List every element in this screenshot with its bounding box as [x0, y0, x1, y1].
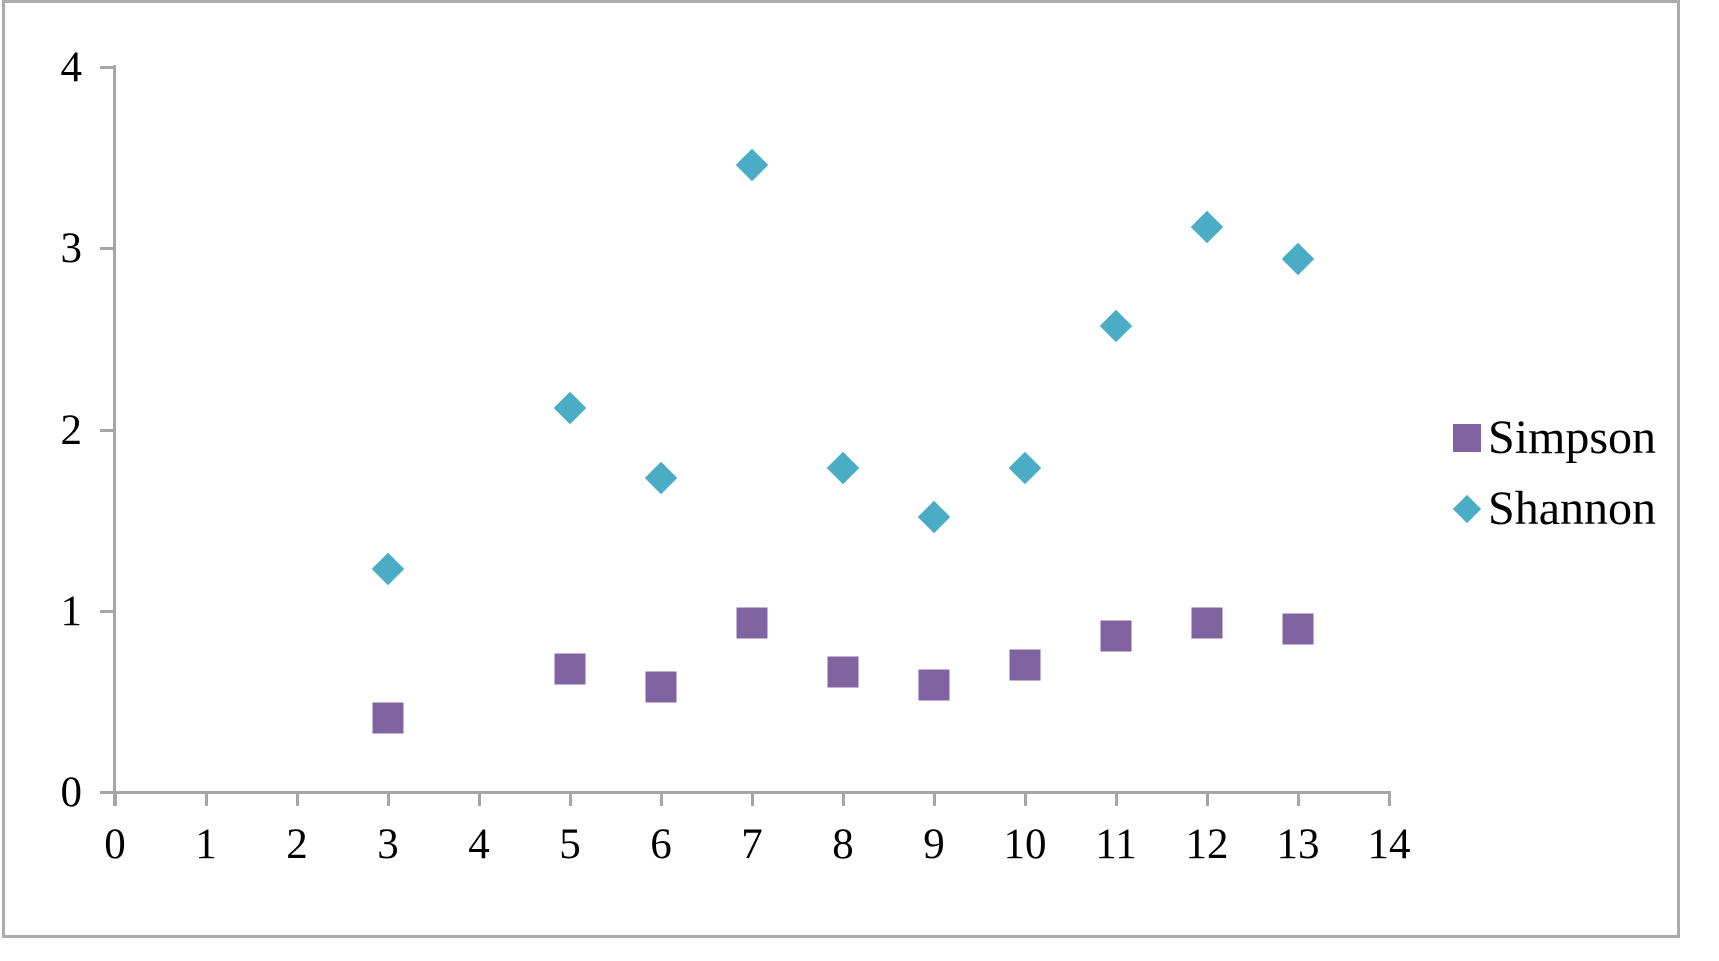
simpson-data-point — [372, 702, 404, 734]
x-tick-label: 7 — [741, 821, 763, 868]
x-tick — [205, 793, 208, 806]
x-tick-label: 12 — [1185, 821, 1229, 868]
x-tick — [1297, 793, 1300, 806]
legend-item-shannon: Shannon — [1452, 477, 1656, 541]
x-tick-label: 13 — [1276, 821, 1320, 868]
y-tick-label: 0 — [60, 769, 83, 816]
simpson-data-point — [918, 669, 950, 701]
x-tick-label: 4 — [468, 821, 490, 868]
simpson-data-point — [554, 653, 586, 685]
x-tick-label: 1 — [195, 821, 217, 868]
shannon-data-point — [644, 462, 678, 495]
x-tick-label: 5 — [559, 821, 581, 868]
x-tick-label: 10 — [1003, 821, 1047, 868]
shannon-data-point — [1008, 451, 1042, 484]
simpson-data-point — [1282, 613, 1314, 645]
x-tick — [296, 793, 299, 806]
y-tick-label: 2 — [60, 406, 83, 454]
y-tick — [100, 66, 113, 69]
y-tick — [100, 609, 113, 613]
x-tick — [842, 793, 845, 806]
shannon-data-point — [826, 451, 860, 484]
y-axis-line — [113, 65, 116, 806]
x-tick — [114, 793, 117, 806]
simpson-data-point — [736, 607, 768, 639]
x-tick — [1115, 793, 1118, 806]
shannon-data-point — [735, 148, 769, 182]
simpson-data-point — [645, 671, 677, 703]
x-tick — [1206, 793, 1209, 806]
x-tick — [569, 793, 572, 806]
simpson-square-icon — [1453, 424, 1481, 452]
x-tick-label: 14 — [1367, 821, 1411, 868]
y-tick-label: 4 — [60, 44, 83, 91]
legend: Simpson Shannon — [1452, 406, 1656, 548]
x-tick — [660, 793, 663, 806]
y-tick-label: 1 — [60, 587, 83, 635]
x-tick-label: 3 — [377, 821, 399, 868]
x-tick-label: 6 — [650, 821, 672, 868]
simpson-data-point — [1191, 607, 1223, 639]
legend-label-shannon: Shannon — [1488, 482, 1656, 535]
legend-label-simpson: Simpson — [1488, 411, 1657, 464]
shannon-data-point — [371, 552, 405, 586]
x-tick — [387, 793, 390, 806]
y-tick — [100, 247, 113, 251]
legend-item-simpson: Simpson — [1453, 406, 1656, 470]
shannon-data-point — [1281, 242, 1315, 276]
simpson-data-point — [827, 656, 859, 688]
x-tick — [751, 793, 754, 806]
x-tick — [933, 793, 936, 806]
x-tick-label: 0 — [104, 821, 126, 868]
shannon-data-point — [917, 500, 951, 533]
y-tick — [100, 791, 113, 794]
simpson-data-point — [1100, 620, 1132, 652]
x-tick-label: 9 — [923, 821, 945, 868]
x-tick — [478, 793, 481, 806]
simpson-data-point — [1009, 649, 1041, 681]
y-tick-label: 3 — [60, 225, 83, 273]
x-tick-label: 11 — [1095, 821, 1137, 868]
x-tick — [1388, 793, 1391, 806]
shannon-diamond-icon — [1452, 494, 1482, 524]
shannon-data-point — [1099, 309, 1133, 343]
y-tick — [100, 428, 113, 432]
x-axis-line — [102, 791, 1391, 794]
x-tick — [1024, 793, 1027, 806]
x-tick-label: 8 — [832, 821, 854, 868]
x-tick-label: 2 — [286, 821, 308, 868]
shannon-data-point — [553, 391, 587, 425]
shannon-data-point — [1190, 210, 1224, 243]
